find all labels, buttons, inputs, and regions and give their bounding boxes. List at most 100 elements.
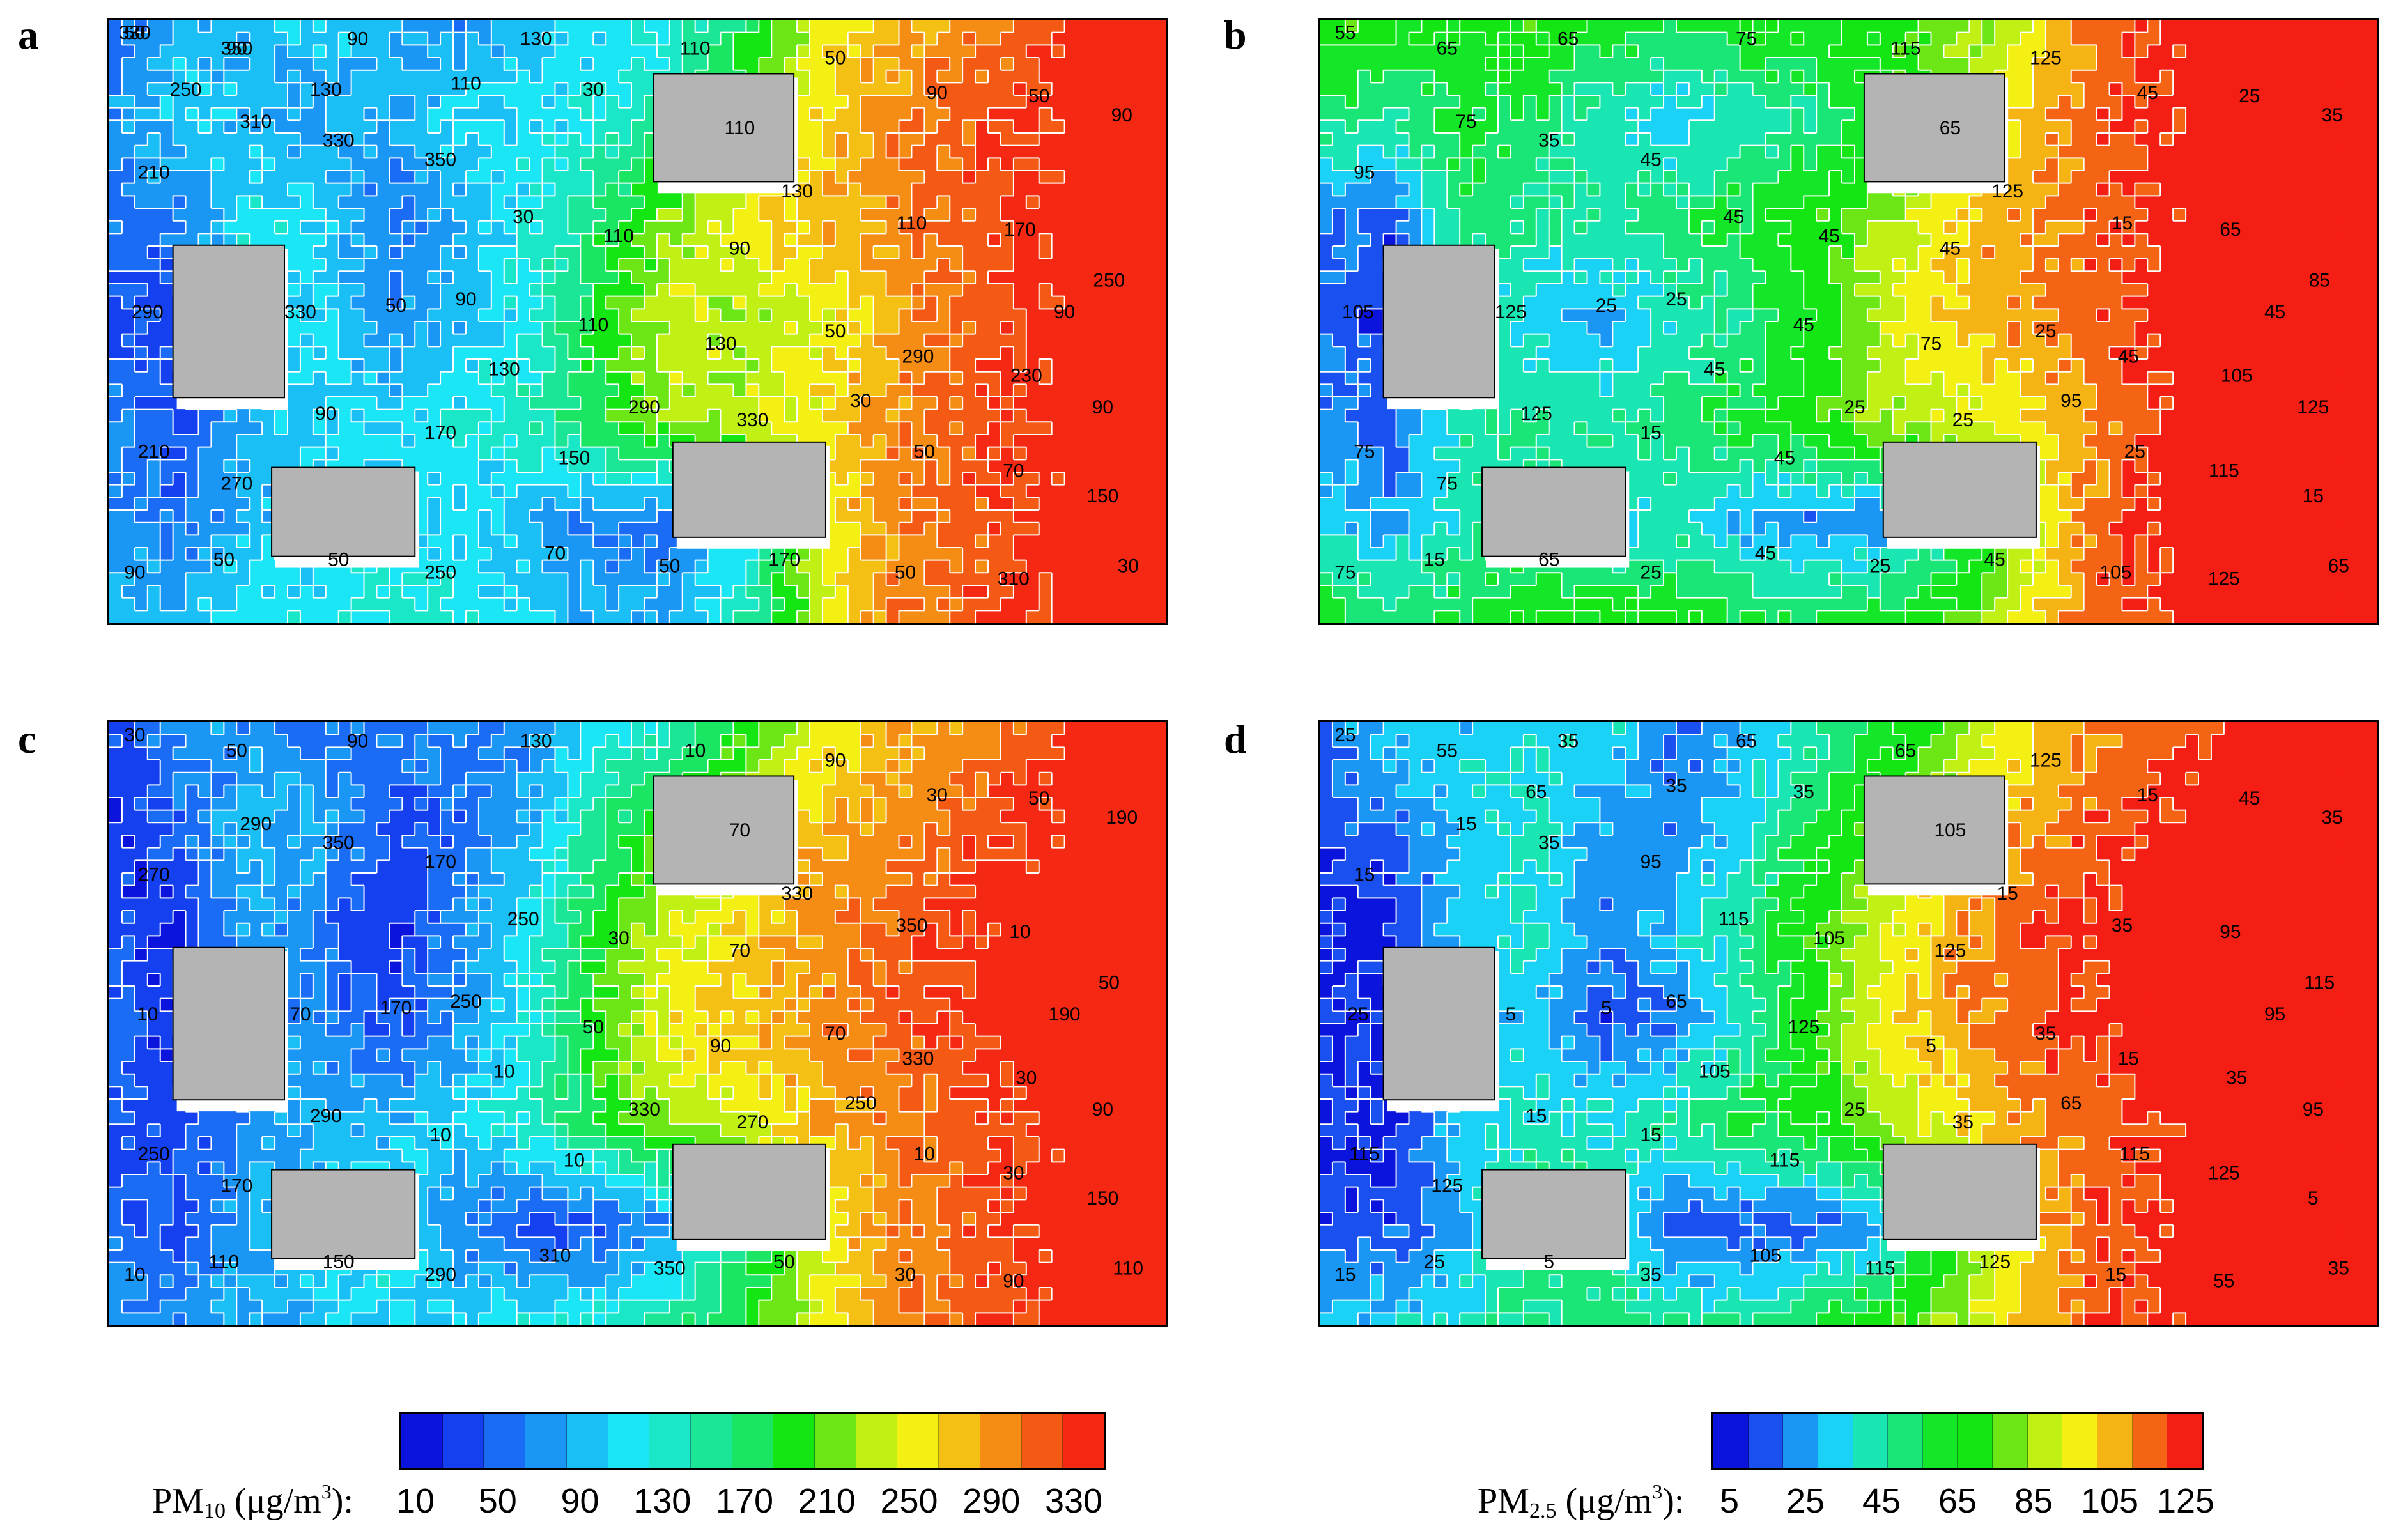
contour-cell xyxy=(1128,597,1141,612)
contour-cell xyxy=(2275,58,2289,71)
contour-cell xyxy=(224,585,238,599)
contour-cell xyxy=(682,284,696,297)
contour-cell xyxy=(847,409,861,423)
contour-cell xyxy=(988,384,1001,397)
contour-cell xyxy=(593,82,606,96)
contour-cell xyxy=(924,510,938,523)
contour-cell xyxy=(376,284,390,297)
contour-cell xyxy=(580,484,594,498)
contour-cell xyxy=(134,497,148,511)
contour-cell xyxy=(2173,145,2186,159)
contour-cell xyxy=(249,573,263,586)
contour-cell xyxy=(950,459,963,473)
contour-cell xyxy=(1383,32,1397,46)
contour-cell xyxy=(1714,95,1728,109)
contour-cell xyxy=(924,296,938,310)
contour-cell xyxy=(2326,20,2340,33)
contour-cell xyxy=(962,334,976,348)
contour-cell xyxy=(593,309,606,322)
contour-cell xyxy=(1396,32,1410,46)
contour-cell xyxy=(1051,171,1065,184)
contour-cell xyxy=(300,321,314,335)
contour-cell xyxy=(389,158,403,171)
contour-cell xyxy=(950,371,963,385)
contour-cell xyxy=(185,472,199,486)
contour-cell xyxy=(1013,422,1027,435)
contour-cell xyxy=(937,107,951,121)
contour-cell xyxy=(428,334,441,348)
contour-cell xyxy=(2287,82,2301,96)
contour-cell xyxy=(440,472,454,486)
contour-cell xyxy=(262,120,275,134)
contour-cell xyxy=(2198,95,2212,109)
contour-cell xyxy=(1421,133,1435,146)
contour-cell xyxy=(606,597,619,612)
contour-cell xyxy=(1026,183,1040,197)
contour-cell xyxy=(988,535,1001,548)
contour-cell xyxy=(2249,95,2263,109)
contour-cell xyxy=(759,371,773,385)
contour-cell xyxy=(198,560,212,574)
contour-cell xyxy=(568,95,582,109)
contour-cell xyxy=(771,397,785,410)
contour-cell xyxy=(453,158,467,171)
contour-cell xyxy=(1077,346,1091,360)
contour-cell xyxy=(2300,32,2314,46)
contour-cell xyxy=(1701,133,1715,146)
contour-cell xyxy=(937,271,951,284)
contour-cell xyxy=(516,397,530,410)
contour-cell xyxy=(529,610,543,623)
contour-cell xyxy=(1804,70,1817,84)
contour-cell xyxy=(886,346,900,360)
contour-cell xyxy=(962,133,976,146)
contour-cell xyxy=(287,208,301,222)
contour-cell xyxy=(1447,32,1461,46)
contour-cell xyxy=(1000,271,1014,284)
contour-cell xyxy=(759,585,773,599)
contour-cell xyxy=(1676,70,1690,84)
contour-cell xyxy=(937,597,951,612)
contour-cell xyxy=(1510,107,1524,121)
contour-cell xyxy=(656,271,670,284)
contour-cell xyxy=(504,133,518,146)
contour-cell xyxy=(593,472,606,486)
contour-cell xyxy=(1791,107,1805,121)
contour-cell xyxy=(415,284,428,297)
contour-cell xyxy=(287,95,301,109)
contour-cell xyxy=(1497,45,1511,58)
contour-cell xyxy=(899,284,913,297)
contour-cell xyxy=(504,472,518,486)
contour-label: 170 xyxy=(424,422,456,443)
contour-cell xyxy=(351,359,365,373)
contour-cell xyxy=(1523,45,1537,58)
contour-cell xyxy=(1051,32,1065,46)
contour-cell xyxy=(376,95,390,109)
contour-cell xyxy=(555,573,569,586)
contour-cell xyxy=(860,208,874,222)
contour-cell xyxy=(121,321,135,335)
contour-cell xyxy=(886,548,900,561)
contour-cell xyxy=(134,233,148,247)
contour-cell xyxy=(988,196,1001,209)
contour-cell xyxy=(147,133,161,146)
contour-cell xyxy=(797,158,810,171)
contour-cell xyxy=(1154,371,1166,385)
contour-cell xyxy=(1664,133,1677,146)
contour-cell xyxy=(121,560,135,574)
contour-cell xyxy=(147,397,161,410)
contour-cell xyxy=(224,548,238,561)
contour-cell xyxy=(950,585,963,599)
contour-cell xyxy=(1128,422,1141,435)
contour-cell xyxy=(516,472,530,486)
contour-cell xyxy=(325,409,339,423)
contour-cell xyxy=(185,597,199,612)
contour-cell xyxy=(2186,20,2199,33)
contour-cell xyxy=(1013,497,1027,511)
contour-cell xyxy=(542,346,556,360)
contour-cell xyxy=(147,196,161,209)
contour-cell xyxy=(1816,32,1830,46)
contour-cell xyxy=(1561,32,1575,46)
contour-cell xyxy=(1141,409,1154,423)
contour-cell xyxy=(1485,32,1499,46)
contour-cell xyxy=(453,171,467,184)
